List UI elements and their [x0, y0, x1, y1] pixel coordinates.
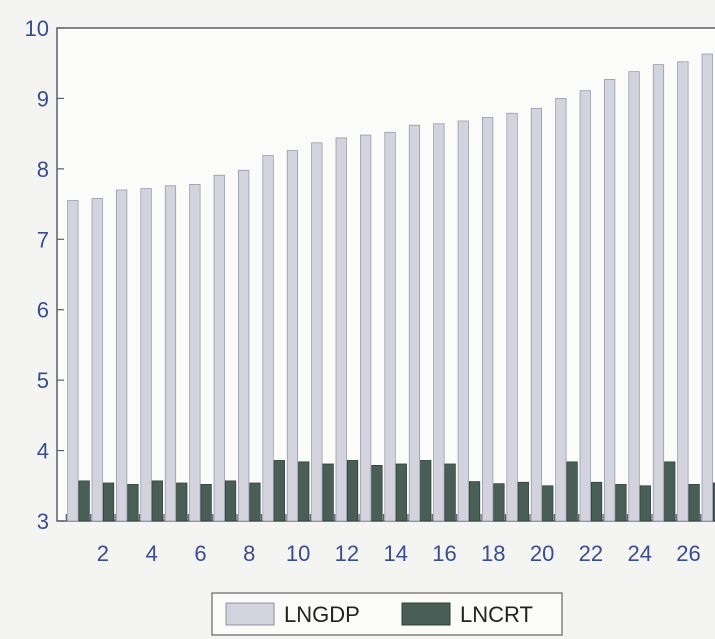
bar-lncrt-7: [224, 480, 237, 522]
y-tick-label-6: 6: [37, 298, 49, 323]
x-tick-label-22: 22: [579, 541, 603, 566]
x-axis: 2 4 6 8 10 12 14 16 18 20 22 24 26: [65, 514, 702, 566]
bar-lngdp-21: [555, 98, 567, 522]
bar-lncrt-27: [712, 482, 715, 522]
bar-lncrt-9: [273, 460, 285, 522]
y-tick-label-7: 7: [37, 227, 49, 252]
legend-swatch-lngdp: [225, 602, 275, 626]
bar-lngdp-10: [286, 150, 299, 522]
x-tick-label-26: 26: [676, 541, 700, 566]
bar-lncrt-17: [468, 481, 481, 522]
bar-lncrt-6: [200, 484, 212, 522]
bar-lngdp-9: [262, 155, 274, 522]
bar-lncrt-12: [346, 460, 359, 522]
bar-lncrt-16: [444, 463, 456, 522]
bar-lncrt-8: [249, 482, 261, 522]
bar-lngdp-7: [213, 174, 225, 522]
bar-lngdp-22: [579, 90, 591, 522]
bar-lncrt-26: [688, 484, 700, 522]
x-tick-label-12: 12: [335, 541, 359, 566]
bar-lngdp-6: [189, 184, 201, 522]
bar-lngdp-13: [360, 134, 372, 522]
bar-lncrt-10: [298, 461, 310, 522]
bar-lngdp-12: [335, 137, 347, 522]
bar-lncrt-13: [371, 465, 383, 522]
x-tick-label-16: 16: [432, 541, 456, 566]
bar-lncrt-11: [322, 463, 334, 522]
bar-lngdp-20: [530, 107, 543, 522]
x-tick-label-6: 6: [194, 541, 206, 566]
y-tick-label-4: 4: [37, 439, 49, 464]
bar-lngdp-25: [652, 64, 665, 522]
y-tick-label-9: 9: [37, 86, 49, 111]
bar-lngdp-18: [482, 117, 494, 522]
x-tick-label-10: 10: [286, 541, 310, 566]
bar-lncrt-3: [127, 484, 139, 522]
x-tick-label-8: 8: [243, 541, 255, 566]
bar-lncrt-14: [395, 463, 407, 522]
bar-lncrt-1: [78, 480, 90, 522]
y-tick-label-3: 3: [37, 509, 49, 534]
y-tick-label-8: 8: [37, 157, 49, 182]
bar-lngdp-2: [91, 198, 103, 522]
y-tick-label-10: 10: [25, 16, 49, 41]
bar-lngdp-5: [164, 185, 177, 522]
bar-lncrt-21: [566, 461, 578, 522]
bar-lncrt-2: [102, 482, 115, 522]
bar-lngdp-4: [140, 188, 152, 522]
y-axis: 3 4 5 6 7 8 9 10: [25, 16, 64, 534]
bar-lngdp-11: [311, 142, 323, 522]
bar-lngdp-23: [604, 79, 616, 522]
bar-lngdp-14: [384, 131, 396, 522]
x-tick-label-24: 24: [627, 541, 651, 566]
y-tick-label-5: 5: [37, 368, 49, 393]
bar-lncrt-25: [664, 461, 676, 522]
bar-lngdp-15: [408, 124, 421, 522]
bar-lncrt-15: [420, 460, 432, 522]
legend-label-lngdp: LNGDP: [284, 602, 360, 627]
bar-lncrt-4: [151, 480, 163, 522]
bar-lngdp-1: [67, 200, 79, 522]
bar-lncrt-24: [639, 485, 651, 522]
legend: LNGDP LNCRT: [211, 592, 563, 636]
bar-lncrt-20: [542, 485, 554, 522]
bar-lncrt-18: [493, 483, 505, 522]
x-tick-label-18: 18: [481, 541, 505, 566]
x-tick-label-14: 14: [383, 541, 407, 566]
bar-lncrt-5: [176, 482, 188, 522]
bar-lngdp-8: [238, 169, 250, 522]
bar-lngdp-26: [677, 61, 689, 522]
bar-lngdp-19: [506, 112, 518, 522]
bar-lngdp-17: [457, 120, 469, 522]
bar-lngdp-3: [116, 189, 128, 522]
bar-lngdp-24: [628, 71, 640, 522]
bars-group: [67, 53, 715, 522]
bar-lngdp-27: [701, 53, 713, 522]
x-tick-label-20: 20: [530, 541, 554, 566]
legend-label-lncrt: LNCRT: [460, 602, 533, 627]
bar-lncrt-22: [590, 481, 603, 522]
bar-lncrt-19: [517, 481, 529, 522]
x-tick-label-2: 2: [97, 541, 109, 566]
bar-lngdp-16: [433, 123, 445, 522]
legend-swatch-lncrt: [401, 602, 451, 626]
bar-lncrt-23: [615, 484, 627, 522]
x-tick-label-4: 4: [146, 541, 158, 566]
